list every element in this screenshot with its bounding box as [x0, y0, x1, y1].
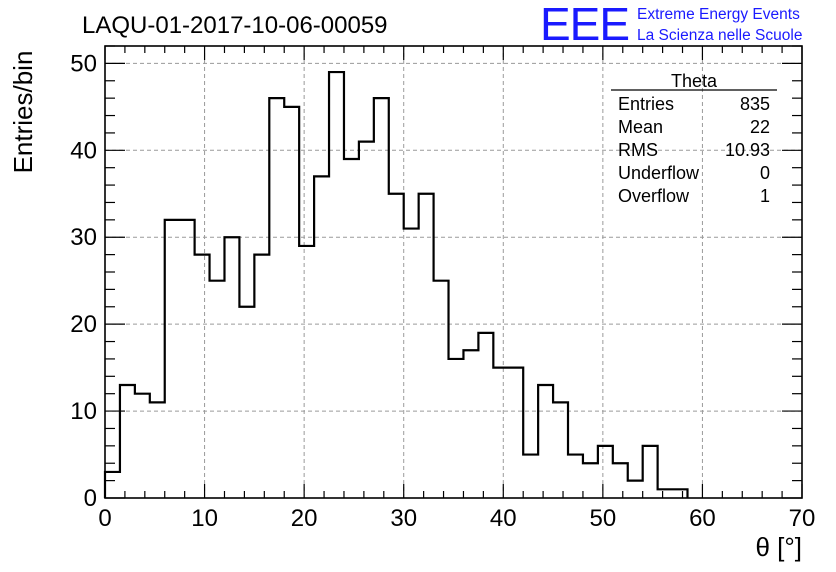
grid-lines [105, 46, 802, 498]
stats-value-rms: 10.93 [725, 140, 770, 160]
x-tick-label: 50 [590, 505, 617, 532]
y-tick-label: 40 [70, 137, 97, 164]
eee-logo-line2: La Scienza nelle Scuole [637, 27, 802, 44]
stats-value-overflow: 1 [760, 186, 770, 206]
x-axis-title: θ [°] [755, 532, 802, 562]
x-tick-label: 10 [191, 505, 218, 532]
stats-value-entries: 835 [740, 94, 770, 114]
stats-title: Theta [671, 71, 718, 91]
stats-value-underflow: 0 [760, 163, 770, 183]
x-tick-label: 70 [789, 505, 816, 532]
stats-label-mean: Mean [618, 117, 663, 137]
eee-logo-line1: Extreme Energy Events [637, 6, 800, 23]
y-tick-label: 50 [70, 50, 97, 77]
stats-label-overflow: Overflow [618, 186, 690, 206]
chart-title: LAQU-01-2017-10-06-00059 [82, 12, 388, 39]
stats-label-entries: Entries [618, 94, 674, 114]
y-tick-label: 30 [70, 224, 97, 251]
y-tick-label: 20 [70, 311, 97, 338]
x-tick-label: 40 [490, 505, 517, 532]
x-tick-label: 20 [291, 505, 318, 532]
stats-value-mean: 22 [750, 117, 770, 137]
eee-logo-mark: EEE [540, 0, 629, 50]
stats-label-underflow: Underflow [618, 163, 700, 183]
axis-ticks [104, 45, 803, 499]
statistics-box: Theta Entries 835 Mean 22 RMS 10.93 Unde… [611, 71, 777, 206]
y-axis-title: Entries/bin [8, 51, 38, 174]
y-tick-label: 0 [84, 485, 97, 512]
y-tick-label: 10 [70, 398, 97, 425]
x-tick-label: 0 [98, 505, 111, 532]
x-tick-label: 30 [390, 505, 417, 532]
histogram-outline [103, 70, 689, 498]
stats-label-rms: RMS [618, 140, 658, 160]
x-tick-label: 60 [689, 505, 716, 532]
